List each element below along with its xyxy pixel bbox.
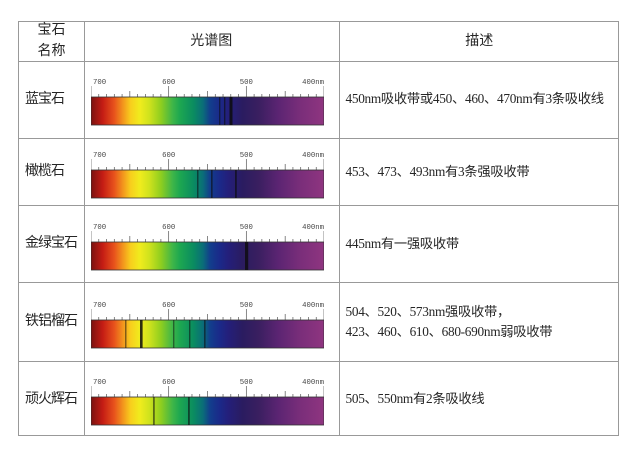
svg-text:600: 600	[162, 152, 175, 160]
svg-text:600: 600	[162, 224, 175, 232]
svg-text:700: 700	[93, 379, 106, 387]
svg-text:700: 700	[93, 302, 106, 310]
svg-text:400nm: 400nm	[302, 302, 324, 310]
svg-text:700: 700	[93, 152, 106, 160]
svg-text:500: 500	[240, 152, 253, 160]
svg-text:400nm: 400nm	[302, 152, 324, 160]
svg-text:400nm: 400nm	[302, 379, 324, 387]
svg-text:500: 500	[240, 79, 253, 87]
svg-text:500: 500	[240, 302, 253, 310]
svg-text:600: 600	[162, 79, 175, 87]
svg-text:700: 700	[93, 224, 106, 232]
svg-text:500: 500	[240, 379, 253, 387]
svg-text:600: 600	[162, 302, 175, 310]
svg-text:400nm: 400nm	[302, 79, 324, 87]
svg-text:700: 700	[93, 79, 106, 87]
svg-text:500: 500	[240, 224, 253, 232]
svg-text:400nm: 400nm	[302, 224, 324, 232]
svg-text:600: 600	[162, 379, 175, 387]
